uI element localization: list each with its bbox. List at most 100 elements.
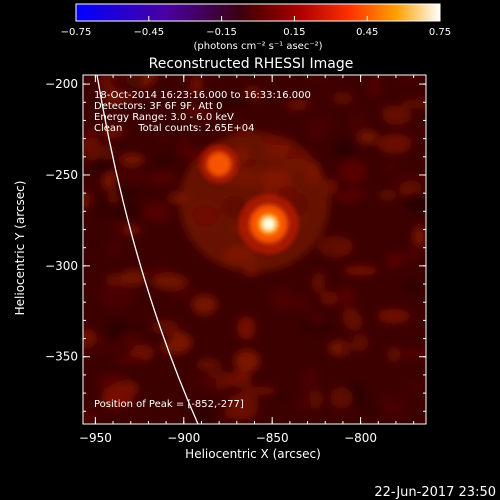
x-axis: −950 −900 −850 −800 [79,75,415,445]
texture-blob [153,154,174,168]
colorbar-tick-label: 0.15 [283,27,305,38]
x-tick-label: −850 [256,431,289,445]
y-axis: −200 −250 −300 −350 [45,77,426,412]
annotations: 18-Oct-2014 16:23:16.000 to 16:33:16.000… [94,90,311,410]
texture-blob [296,393,311,412]
texture-blob [409,132,425,142]
texture-blob [151,274,188,290]
source-blobs [199,144,299,255]
colorbar-unit-label: (photons cm⁻² s⁻¹ asec⁻²) [193,41,322,52]
texture-blob [83,339,100,359]
texture-blob [196,359,221,370]
texture-blob [357,130,378,145]
colorbar-ticks: −0.75 −0.45 −0.15 0.15 0.45 0.75 [61,16,451,38]
texture-blob [391,399,406,420]
texture-blob [106,192,121,204]
texture-blob [382,106,412,126]
source-peak [262,218,275,231]
texture-blob [103,226,125,236]
texture-blob [108,239,122,257]
texture-blob [99,339,135,355]
texture-blob [397,347,426,360]
colorbar-tick-label: −0.45 [133,27,164,38]
texture-blob [360,399,383,416]
texture-blob [197,100,219,109]
peak-value: [-852,-277] [187,399,243,410]
texture-blob [405,247,419,262]
annotation-time-range: 18-Oct-2014 16:23:16.000 to 16:33:16.000 [94,90,311,101]
texture-blob [83,410,98,423]
texture-blob [84,281,101,294]
texture-blob [107,318,126,342]
source-core [207,152,232,177]
texture-blob [178,137,191,157]
texture-blob [120,269,146,287]
texture-blob [312,272,325,293]
noise-texture [83,75,426,424]
texture-blob [299,320,334,334]
colorbar [75,3,441,22]
peak-label: Position of Peak = [94,399,187,410]
texture-blob [234,349,260,373]
texture-blob [226,394,255,404]
texture-blob [105,272,126,289]
texture-blob [404,191,426,215]
texture-blob [306,125,324,142]
texture-blob [101,385,135,408]
texture-blob [120,333,142,342]
texture-blob [233,369,249,386]
annotation-energy-range: Energy Range: 3.0 - 6.0 keV [94,112,234,123]
texture-blob [384,162,397,173]
texture-blob [89,191,113,216]
footer-timestamp: 22-Jun-2017 23:50 [374,485,496,500]
texture-blob [333,138,354,158]
texture-blob [293,293,310,314]
texture-blob [216,92,252,110]
texture-blob [338,161,367,184]
texture-blob [377,133,412,154]
texture-blob [189,75,204,95]
texture-blob [318,235,353,258]
texture-blob [90,156,115,173]
texture-blob [117,169,145,189]
annotation-detectors: Detectors: 3F 6F 9F, Att 0 [94,101,222,112]
texture-blob [270,287,293,311]
colorbar-tick-label: 0.75 [429,27,451,38]
texture-blob [378,189,397,202]
texture-blob [146,173,178,184]
y-tick-label: −300 [45,259,78,273]
texture-blob [120,153,145,166]
texture-blob [303,113,337,130]
texture-blob [319,291,339,305]
x-tick-label: −900 [167,431,200,445]
texture-blob [83,137,102,161]
texture-blob [335,192,355,203]
texture-blob [350,111,365,133]
texture-blob [330,386,353,409]
texture-blob [386,252,405,269]
texture-blob [103,91,135,103]
texture-blob [377,308,411,324]
texture-blob [387,346,401,363]
texture-blob [343,265,379,276]
texture-blob [338,285,356,309]
heatmap-image [83,75,426,424]
colorbar-tick-label: −0.75 [61,27,92,38]
y-tick-label: −250 [45,168,78,182]
annotation-peak-position: Position of Peak = [-852,-277] [94,399,244,410]
annotation-clean-counts: Clean Total counts: 2.65E+04 [94,123,254,134]
texture-blob [342,307,359,327]
texture-blob [191,294,218,315]
texture-blob [98,285,134,310]
texture-blob [185,106,214,117]
texture-blob [110,75,127,91]
texture-blob [331,92,354,105]
texture-blob [83,241,95,249]
texture-blob [392,171,426,191]
texture-blob [406,381,424,393]
texture-blob [340,339,356,354]
x-axis-label: Heliocentric X (arcsec) [185,447,321,461]
chart-title: Reconstructed RHESSI Image [149,56,354,72]
texture-blob [109,373,127,387]
